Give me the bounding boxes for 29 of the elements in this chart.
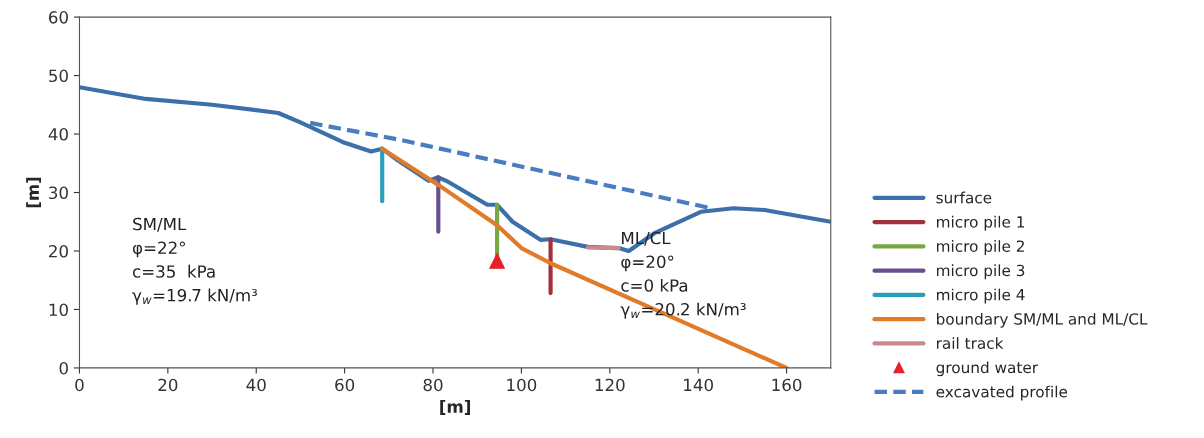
y-axis-title: [m] [26,177,42,208]
x-tick-label: 100 [507,378,537,392]
y-tick-label: 30 [49,186,68,200]
y-tick-label: 60 [49,11,68,24]
x-tick-label: 60 [335,378,355,392]
x-tick-label: 120 [595,378,625,392]
x-tick-label: 40 [246,378,266,392]
legend-label: excavated profile [936,385,1068,401]
line-series [380,146,789,368]
legend-label: micro pile 3 [937,264,1025,280]
legend-label: micro pile 1 [937,215,1025,231]
x-tick-label: 20 [158,378,178,392]
legend-label: boundary SM/ML and ML/CL [937,312,1148,328]
legend-label: micro pile 2 [937,240,1024,255]
x-axis-title: [m] [440,400,470,415]
x-tick-label: 0 [75,378,84,392]
y-tick-label: 0 [59,361,68,375]
annotation: SM/ML φ=22° c=35 kPa γ$_{w}$=19.7 kN/m³ [132,217,257,305]
legend-label: ground water [936,361,1039,377]
legend-label: rail track [937,337,1004,349]
y-tick-label: 40 [48,127,68,141]
x-tick-label: 160 [772,378,802,392]
x-tick-label: 80 [423,378,443,392]
x-tick-label: 140 [684,378,713,392]
legend-label: micro pile 4 [937,288,1025,304]
legend-label: surface [936,191,992,204]
y-tick-label: 50 [49,69,68,83]
y-tick-label: 10 [49,303,68,317]
y-tick-label: 20 [49,244,68,258]
